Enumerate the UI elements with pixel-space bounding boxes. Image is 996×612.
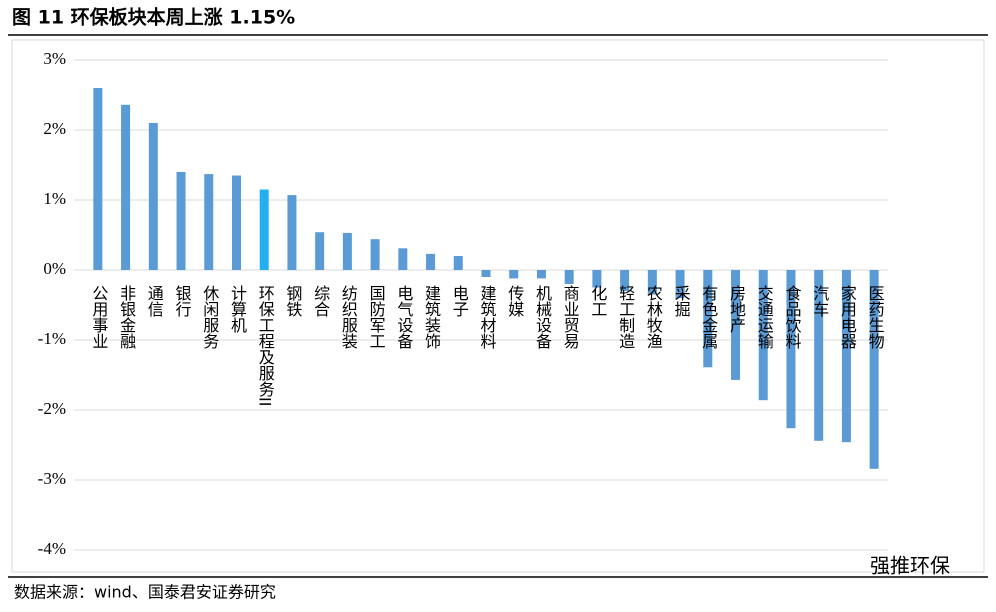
plot-frame bbox=[11, 39, 985, 573]
bar bbox=[647, 270, 657, 295]
bar bbox=[869, 270, 879, 469]
x-tick-label: 银行 bbox=[173, 285, 192, 318]
x-tick-label: 国防军工 bbox=[367, 285, 386, 349]
chart-title: 图 11 环保板块本周上涨 1.15% bbox=[12, 6, 295, 29]
bar bbox=[703, 270, 713, 368]
bar bbox=[731, 270, 741, 380]
bar bbox=[148, 123, 158, 270]
x-tick-label: 农林牧渔 bbox=[644, 285, 663, 349]
x-tick-label: 电气设备 bbox=[394, 285, 413, 349]
y-tick-label: -2% bbox=[38, 399, 66, 418]
bar bbox=[536, 270, 546, 279]
bar bbox=[620, 270, 630, 291]
bar bbox=[509, 270, 519, 279]
watermark: 强推环保 bbox=[870, 554, 950, 578]
x-tick-label: 采掘 bbox=[672, 285, 691, 318]
x-tick-label: 化工 bbox=[588, 285, 607, 317]
bar bbox=[176, 172, 186, 270]
y-tick-label: -1% bbox=[38, 329, 66, 348]
x-tick-label: 机械设备 bbox=[533, 285, 552, 349]
bar bbox=[564, 270, 574, 284]
x-tick-label: 汽车 bbox=[810, 285, 829, 317]
x-tick-label: 环保工程及服务II bbox=[256, 285, 275, 406]
bar bbox=[481, 270, 491, 277]
bar bbox=[814, 270, 824, 441]
bar bbox=[231, 175, 241, 270]
y-tick-label: -4% bbox=[38, 539, 66, 558]
bar bbox=[426, 253, 436, 270]
x-tick-label: 有色金属 bbox=[699, 285, 718, 349]
x-tick-label: 传媒 bbox=[505, 285, 524, 317]
y-tick-label: 1% bbox=[43, 189, 66, 208]
x-tick-label: 公用事业 bbox=[89, 285, 108, 349]
bar bbox=[786, 270, 796, 429]
x-tick-label: 建筑材料 bbox=[478, 285, 497, 349]
x-tick-label: 医药生物 bbox=[866, 285, 885, 350]
bar bbox=[204, 174, 214, 270]
source-note: 数据来源：wind、国泰君安证券研究 bbox=[14, 583, 276, 602]
x-tick-label: 轻工制造 bbox=[616, 285, 635, 349]
bar bbox=[841, 270, 851, 443]
y-tick-label: -3% bbox=[38, 469, 66, 488]
x-tick-label: 房地产 bbox=[727, 285, 746, 333]
bar bbox=[342, 232, 352, 270]
bar bbox=[398, 248, 408, 270]
x-tick-label: 交通运输 bbox=[755, 285, 774, 349]
bar bbox=[453, 256, 463, 270]
x-tick-label: 通信 bbox=[145, 285, 164, 317]
x-tick-label: 家用电器 bbox=[838, 285, 857, 349]
bar bbox=[121, 104, 131, 270]
x-tick-label: 商业贸易 bbox=[561, 285, 580, 350]
x-tick-label: 食品饮料 bbox=[782, 285, 801, 349]
x-tick-label: 纺织服装 bbox=[339, 285, 358, 349]
x-tick-label: 钢铁 bbox=[283, 285, 302, 317]
bar bbox=[93, 88, 103, 270]
x-tick-label: 综合 bbox=[311, 285, 330, 317]
bar bbox=[758, 270, 768, 401]
bar bbox=[675, 270, 685, 298]
x-tick-label: 休闲服务 bbox=[200, 285, 219, 350]
x-tick-label: 电子 bbox=[450, 285, 469, 317]
x-tick-label: 非银金融 bbox=[117, 285, 136, 350]
y-tick-label: 2% bbox=[43, 119, 66, 138]
bar bbox=[370, 239, 380, 270]
x-tick-label: 计算机 bbox=[228, 285, 247, 334]
bar bbox=[287, 195, 297, 270]
x-tick-label: 建筑装饰 bbox=[422, 285, 441, 349]
bar bbox=[259, 189, 269, 270]
y-tick-label: 3% bbox=[43, 49, 66, 68]
bar bbox=[592, 270, 602, 288]
bar bbox=[315, 232, 325, 270]
y-tick-label: 0% bbox=[43, 259, 66, 278]
